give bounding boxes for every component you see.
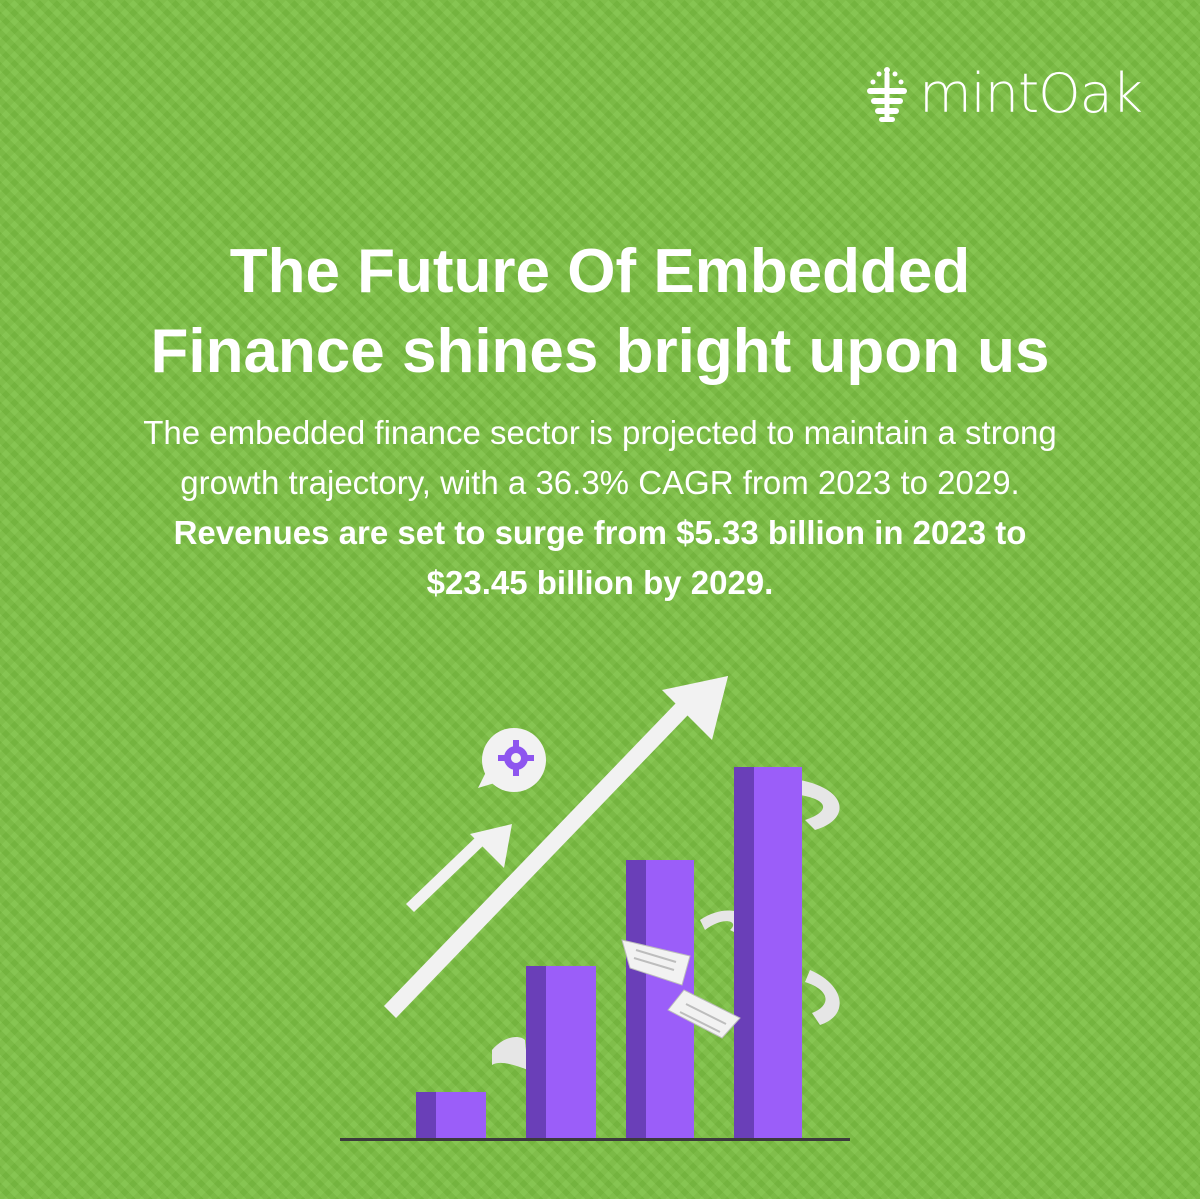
brand-logo: mintOak	[861, 62, 1143, 125]
headline: The Future Of Embedded Finance shines br…	[0, 232, 1200, 392]
coin-curve-3	[805, 970, 840, 1025]
coin-curve-1	[800, 780, 840, 830]
coin-curve-4	[492, 1037, 528, 1070]
bar-3	[626, 860, 694, 1138]
brand-name: mintOak	[919, 62, 1143, 125]
paper-note-icon-2	[667, 989, 741, 1039]
up-arrow-icon	[406, 824, 512, 912]
body-regular: The embedded finance sector is projected…	[143, 414, 1057, 501]
baseline	[340, 1138, 850, 1141]
headline-line-2: Finance shines bright upon us	[150, 317, 1050, 386]
body-bold: Revenues are set to surge from $5.33 bil…	[173, 514, 1027, 601]
oak-tree-logo-icon	[867, 66, 908, 122]
growth-arrow-icon	[384, 676, 728, 1018]
bar-1	[416, 1092, 486, 1138]
headline-line-1: The Future Of Embedded	[229, 237, 971, 306]
body-paragraph: The embedded finance sector is projected…	[130, 408, 1070, 608]
bar-2	[526, 966, 596, 1138]
bar-4	[734, 767, 802, 1138]
paper-note-icon	[621, 939, 691, 986]
growth-illustration	[340, 676, 850, 1141]
gear-speech-bubble-icon	[478, 728, 546, 792]
